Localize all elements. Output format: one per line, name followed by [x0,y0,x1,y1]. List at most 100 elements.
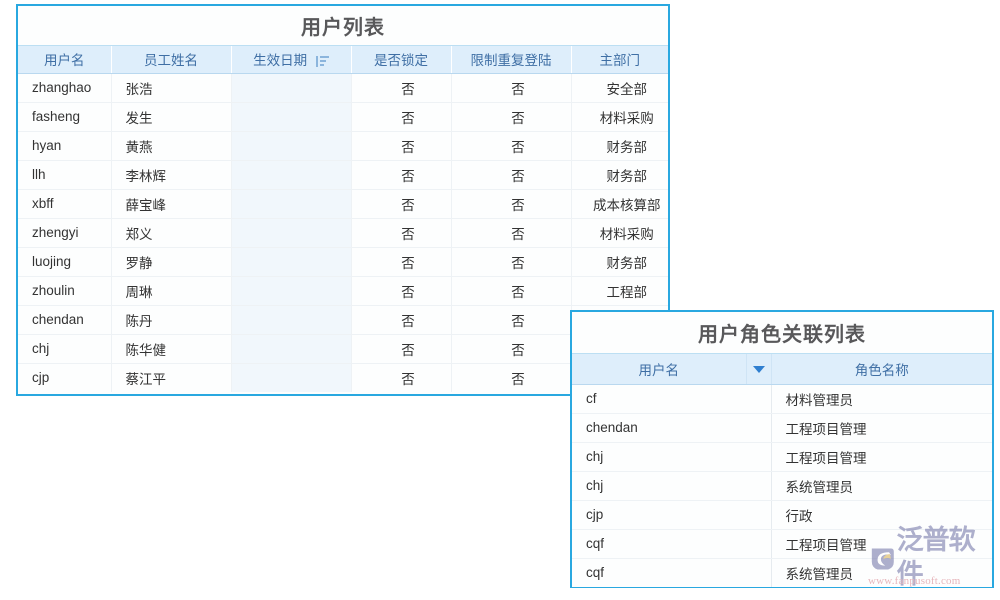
table-row[interactable]: llh 李林辉否否财务部 [18,160,668,190]
table-row[interactable]: cqf 工程项目管理 [572,529,992,559]
cell-locked: 否 [351,160,452,190]
cell-username: zhanghao [18,73,112,103]
column-header-username-filter[interactable] [746,354,772,385]
cell-effective-date [231,247,352,277]
cell-limit-repeat-login: 否 [451,131,572,161]
cell-main-department: 成本核算部 [571,189,668,219]
table-row[interactable]: chj 工程项目管理 [572,442,992,472]
table-row[interactable]: hyan 黄燕否否财务部 [18,131,668,161]
cell-locked: 否 [351,276,452,306]
user-list-header-row: 用户名 员工姓名 生效日期 是否锁定 限制重复登陆 [18,46,668,74]
table-row[interactable]: chendan 工程项目管理 [572,413,992,443]
cell-employee-name: 薛宝峰 [111,189,232,219]
column-header-locked[interactable]: 是否锁定 [351,46,452,74]
table-row[interactable]: cqf 系统管理员 [572,558,992,587]
cell-username: llh [18,160,112,190]
cell-effective-date [231,334,352,364]
cell-limit-repeat-login: 否 [451,73,572,103]
cell-main-department: 材料采购 [571,218,668,248]
cell-employee-name: 发生 [111,102,232,132]
table-row[interactable]: chj 系统管理员 [572,471,992,501]
table-row[interactable]: zhoulin 周琳否否工程部 [18,276,668,306]
user-list-title: 用户列表 [301,17,385,39]
cell-main-department: 材料采购 [571,102,668,132]
cell-main-department: 财务部 [571,247,668,277]
table-row[interactable]: cjp 行政 [572,500,992,530]
user-role-body: cf 材料管理员 chendan 工程项目管理 chj 工程项目管理 chj 系统管理员 cjp… [572,384,992,587]
sort-descending-icon[interactable] [315,56,329,68]
cell-employee-name: 蔡江平 [111,363,232,392]
cell-locked: 否 [351,363,452,392]
user-list-title-bar: 用户列表 [18,6,668,46]
user-role-table: 用户名 角色名称 cf 材料管理员 chendan 工程项目管理 chj 工程项目管理 ch… [572,354,992,587]
cell-username: hyan [18,131,112,161]
cell-effective-date [231,160,352,190]
user-list-panel: 用户列表 用户名 员工姓名 生效日期 [16,4,670,396]
column-header-limit-repeat-login[interactable]: 限制重复登陆 [451,46,572,74]
table-row[interactable]: cf 材料管理员 [572,384,992,414]
chevron-down-icon[interactable] [752,366,765,374]
column-header-role-name[interactable]: 角色名称 [771,354,992,385]
table-row[interactable]: chendan 陈丹 否否 [18,305,668,335]
cell-effective-date [231,102,352,132]
cell-main-department: 财务部 [571,160,668,190]
cell-role-username: cf [572,384,772,414]
cell-role-name: 系统管理员 [771,471,992,501]
user-role-relation-panel: 用户角色关联列表 用户名 角色名称 cf 材料管理员 chendan 工程项目管理 ch… [570,310,994,588]
cell-role-username: cjp [572,500,772,530]
cell-employee-name: 张浩 [111,73,232,103]
cell-employee-name: 陈华健 [111,334,232,364]
cell-limit-repeat-login: 否 [451,218,572,248]
cell-role-username: chendan [572,413,772,443]
cell-limit-repeat-login: 否 [451,247,572,277]
table-row[interactable]: xbff 薛宝峰否否成本核算部 [18,189,668,219]
cell-main-department: 财务部 [571,131,668,161]
table-row[interactable]: cjp 蔡江平 否否 [18,363,668,392]
cell-role-username: chj [572,442,772,472]
cell-effective-date [231,276,352,306]
cell-limit-repeat-login: 否 [451,276,572,306]
user-role-header-row: 用户名 角色名称 [572,354,992,385]
cell-locked: 否 [351,218,452,248]
table-row[interactable]: fasheng 发生否否材料采购 [18,102,668,132]
cell-role-name: 工程项目管理 [771,413,992,443]
cell-main-department: 安全部 [571,73,668,103]
table-row[interactable]: luojing 罗静否否财务部 [18,247,668,277]
cell-main-department: 工程部 [571,276,668,306]
cell-role-name: 材料管理员 [771,384,992,414]
cell-role-name: 工程项目管理 [771,442,992,472]
cell-role-name: 系统管理员 [785,566,854,582]
column-header-role-username[interactable]: 用户名 [572,354,747,385]
cell-effective-date [231,73,352,103]
table-row[interactable]: zhengyi 郑义否否材料采购 [18,218,668,248]
table-row[interactable]: zhanghao 张浩否否安全部 [18,73,668,103]
cell-effective-date [231,363,352,392]
cell-limit-repeat-login: 否 [451,305,572,335]
cell-locked: 否 [351,334,452,364]
cell-username: xbff [18,189,112,219]
user-role-title: 用户角色关联列表 [698,324,866,346]
column-header-main-department[interactable]: 主部门 [571,46,668,74]
cell-employee-name: 罗静 [111,247,232,277]
cell-username: chendan [18,305,112,335]
cell-employee-name: 李林辉 [111,160,232,190]
cell-username: luojing [18,247,112,277]
cell-username: fasheng [18,102,112,132]
cell-effective-date [231,305,352,335]
column-header-effective-date[interactable]: 生效日期 [231,46,352,74]
cell-locked: 否 [351,189,452,219]
cell-limit-repeat-login: 否 [451,102,572,132]
user-role-title-bar: 用户角色关联列表 [572,312,992,354]
column-header-role-name-label: 角色名称 [854,362,909,378]
cell-locked: 否 [351,131,452,161]
column-header-employee-name[interactable]: 员工姓名 [111,46,232,74]
cell-locked: 否 [351,247,452,277]
column-header-main-department-label: 主部门 [599,53,641,69]
cell-role-name: 工程项目管理 [771,529,992,559]
column-header-username[interactable]: 用户名 [18,46,112,74]
cell-role-name: 行政 [771,500,992,530]
column-header-employee-name-label: 员工姓名 [144,53,198,69]
cell-employee-name: 周琳 [111,276,232,306]
cell-username: zhoulin [18,276,112,306]
cell-employee-name: 黄燕 [111,131,232,161]
